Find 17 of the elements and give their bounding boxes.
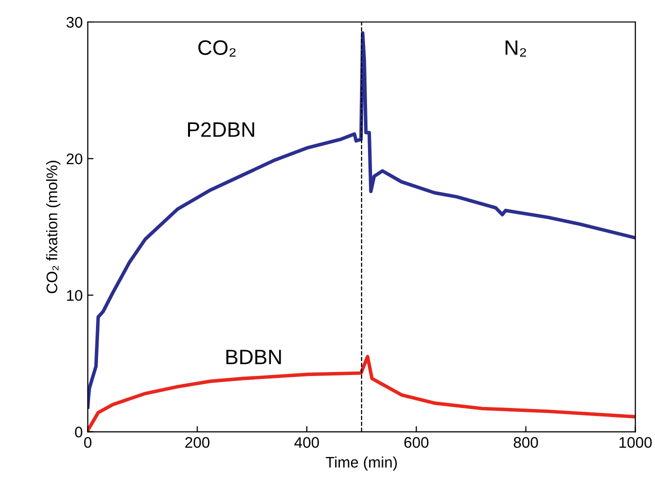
x-tick-label: 200	[185, 437, 210, 448]
x-tick-label: 800	[514, 437, 538, 448]
y-tick-label: 30	[66, 16, 82, 28]
x-tick-label: 1000	[620, 437, 652, 448]
annotation: N₂	[506, 40, 526, 57]
series-label: BDBN	[226, 350, 281, 364]
y-tick-label: 10	[67, 290, 82, 301]
y-tick-label: 0	[75, 426, 82, 438]
line-series	[88, 31, 636, 409]
x-tick-label: 0	[84, 437, 92, 448]
x-tick-label: 400	[294, 437, 319, 448]
x-axis-title: Time (min)	[326, 456, 397, 471]
y-tick-label: 20	[66, 153, 82, 164]
x-tick-label: 600	[404, 437, 428, 448]
series-label: P2DBN	[188, 122, 254, 137]
y-axis-title: CO₂ fixation (mol%)	[46, 160, 60, 294]
annotation: CO₂	[198, 40, 236, 57]
